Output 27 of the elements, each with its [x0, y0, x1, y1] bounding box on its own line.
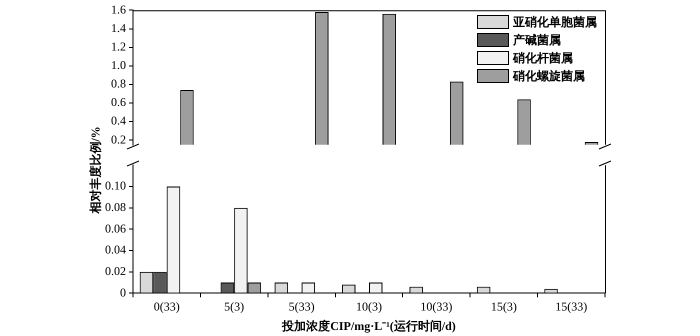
- y-tick-label: 0.08: [105, 200, 126, 214]
- x-tick-label: 10(33): [420, 300, 452, 314]
- legend-label: 产碱菌属: [513, 32, 561, 48]
- x-tick-label: 0(33): [154, 300, 180, 314]
- y-tick-label: 0.4: [111, 114, 126, 128]
- x-tick-label: 15(33): [555, 300, 588, 314]
- y-axis-title: 相对丰度比例/%: [88, 126, 104, 214]
- x-axis-title: 投加浓度CIP/mg·L⁻¹(运行时间/d): [281, 318, 456, 333]
- legend-label: 硝化螺旋菌属: [513, 68, 585, 84]
- y-tick-label: 0.06: [105, 221, 126, 236]
- y-tick-label: 0.10: [105, 178, 126, 193]
- y-tick-label: 1.6: [111, 2, 126, 16]
- x-tick-label: 5(3): [224, 300, 244, 314]
- y-tick-label: 0.8: [111, 76, 126, 91]
- y-tick-label: 0.6: [111, 95, 126, 110]
- x-tick-label: 5(33): [288, 300, 315, 314]
- legend-label: 亚硝化单胞菌属: [513, 14, 597, 30]
- y-tick-label: 1.2: [111, 39, 126, 54]
- y-tick-label: 0.2: [111, 132, 126, 146]
- legend-label: 硝化杆菌属: [513, 50, 573, 66]
- y-tick-label: 1.0: [111, 58, 126, 72]
- y-tick-label: 1.4: [111, 20, 126, 35]
- y-tick-label: 0.04: [105, 242, 126, 257]
- x-tick-label: 10(3): [356, 300, 382, 314]
- y-tick-label: 0.02: [105, 264, 126, 278]
- y-tick-label: 0: [120, 285, 126, 300]
- x-tick-label: 15(3): [490, 300, 517, 314]
